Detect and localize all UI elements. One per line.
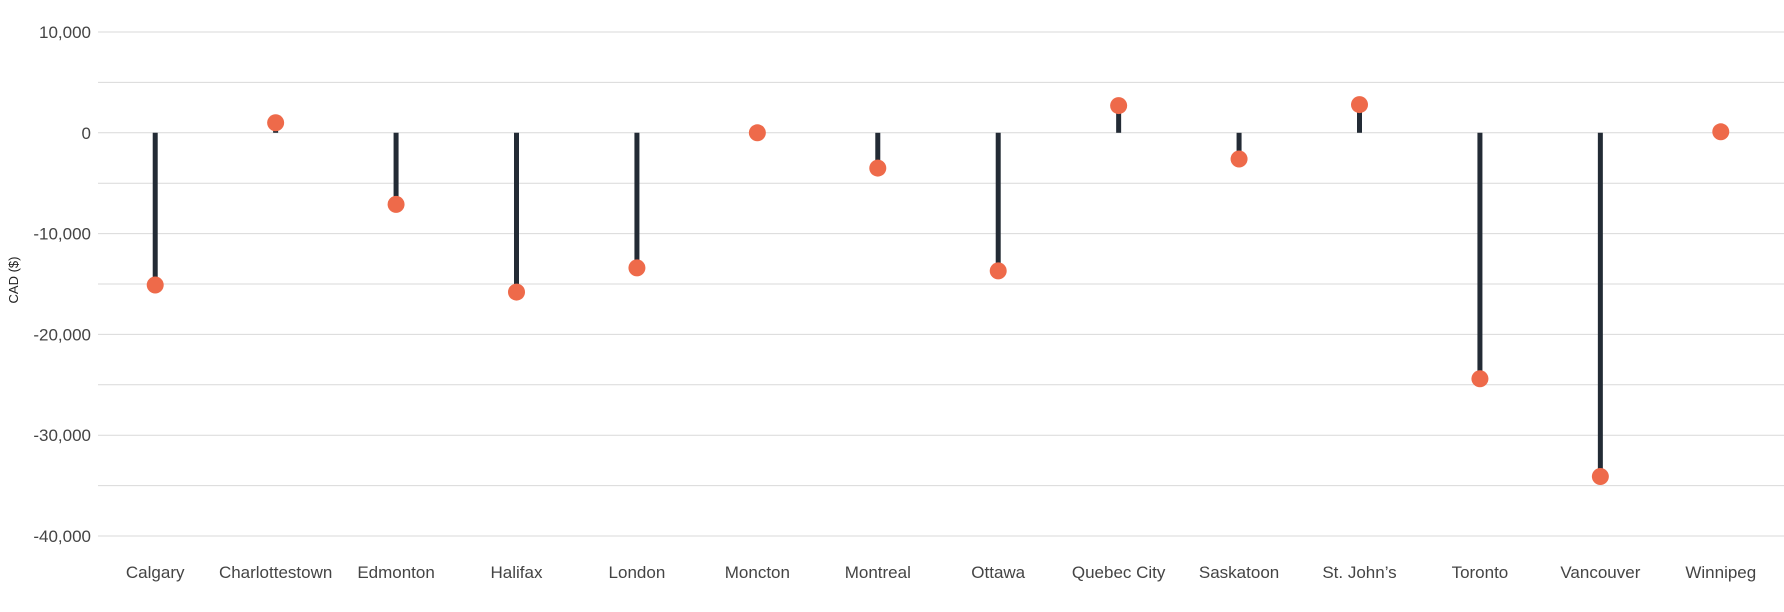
x-axis-tick-labels: Calgary Charlottestown Edmonton Halifax Lond… [126,563,1756,582]
data-point [1591,468,1609,486]
x-tick-label: Vancouver [1560,563,1640,582]
x-tick-label: Montreal [845,563,911,582]
y-tick-label: 10,000 [39,23,91,42]
data-point [146,276,164,294]
data-point [387,195,405,213]
data-point [1712,123,1730,141]
data-point [1230,150,1248,168]
x-tick-label: London [609,563,666,582]
data-point [748,124,766,142]
y-tick-label: 0 [82,124,91,143]
x-tick-label: Moncton [725,563,790,582]
y-tick-label: -30,000 [33,426,91,445]
y-axis-title: CAD ($) [6,257,21,304]
y-tick-label: -40,000 [33,527,91,546]
stems [152,104,1724,477]
data-point [1471,370,1489,388]
data-point [1110,97,1128,115]
y-tick-label: -10,000 [33,225,91,244]
gridlines [98,31,1784,537]
x-tick-label: St. John’s [1322,563,1396,582]
data-point [628,259,646,277]
data-points [146,96,1730,486]
x-tick-label: Charlottestown [219,563,332,582]
data-point [869,159,887,177]
x-tick-label: Quebec City [1072,563,1166,582]
data-point [267,114,285,132]
x-tick-label: Toronto [1452,563,1509,582]
x-tick-label: Calgary [126,563,185,582]
y-tick-label: -20,000 [33,325,91,344]
data-point [508,283,525,301]
data-point [1351,96,1368,114]
x-tick-label: Ottawa [971,563,1025,582]
x-tick-label: Saskatoon [1199,563,1279,582]
data-point [989,262,1007,280]
x-tick-label: Winnipeg [1685,563,1756,582]
y-axis-tick-labels: 10,000 0 -10,000 -20,000 -30,000 -40,000 [33,23,91,546]
x-tick-label: Edmonton [357,563,435,582]
x-tick-label: Halifax [491,563,543,582]
